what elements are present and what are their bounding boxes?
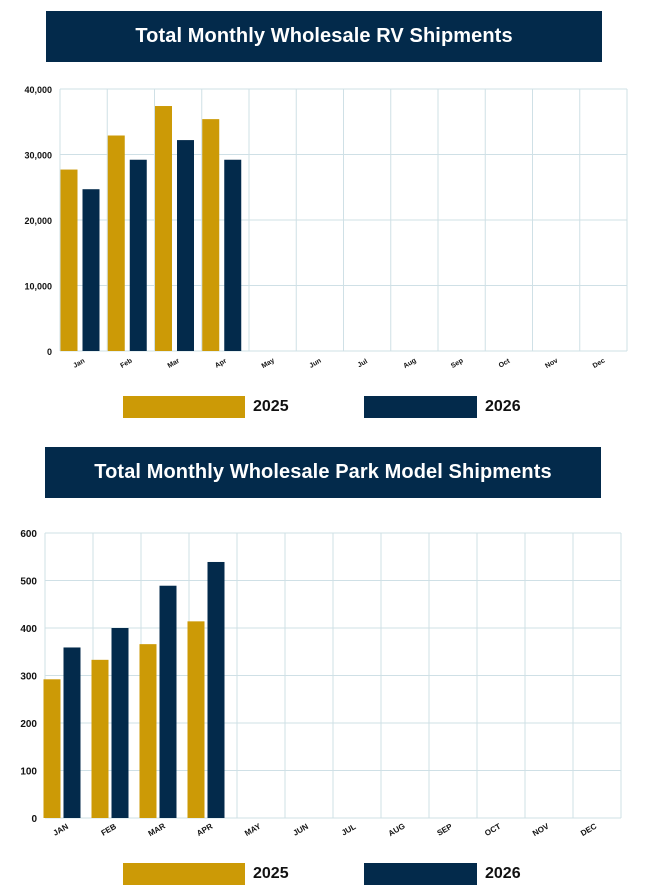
bar-2026-apr (224, 159, 242, 351)
bar-2025-apr (202, 119, 220, 351)
legend-swatch-2025 (123, 863, 245, 885)
x-tick-label: FEB (100, 822, 119, 838)
bar-2026-apr (207, 561, 225, 818)
x-tick-label: Mar (167, 357, 182, 369)
bar-2026-feb (129, 159, 147, 351)
park-legend-2025: 2025 (123, 863, 289, 885)
x-tick-label: APR (195, 822, 214, 838)
rv-chart-title: Total Monthly Wholesale RV Shipments (46, 11, 602, 62)
x-tick-label: JAN (52, 822, 71, 838)
bar-2026-jan (82, 189, 100, 351)
y-tick-label: 200 (20, 719, 37, 730)
x-tick-label: Nov (544, 357, 559, 370)
bar-2026-mar (177, 140, 194, 351)
bar-2025-mar (139, 644, 157, 818)
bar-2025-feb (91, 659, 109, 818)
park-legend-2026: 2026 (364, 863, 521, 885)
legend-label-2025: 2025 (253, 865, 289, 882)
x-tick-label: Sep (450, 357, 465, 369)
bar-2026-mar (159, 585, 177, 818)
x-tick-label: Jun (308, 358, 322, 370)
bar-2025-jan (43, 679, 61, 818)
y-tick-label: 400 (20, 624, 37, 635)
bar-2025-feb (107, 135, 125, 351)
y-tick-label: 10,000 (24, 282, 52, 292)
legend-swatch-2026 (364, 863, 477, 885)
y-tick-label: 20,000 (24, 216, 52, 226)
x-tick-label: Jan (72, 358, 86, 370)
y-tick-label: 0 (31, 814, 37, 825)
x-tick-label: Dec (592, 357, 607, 370)
bar-2026-feb (111, 628, 129, 818)
y-tick-label: 100 (20, 767, 37, 778)
park-model-chart-title: Total Monthly Wholesale Park Model Shipm… (45, 447, 601, 498)
bar-2026-jan (63, 647, 81, 818)
y-tick-label: 500 (20, 577, 37, 588)
x-tick-label: DEC (579, 822, 598, 838)
x-tick-label: NOV (531, 821, 551, 838)
x-tick-label: AUG (387, 821, 407, 838)
x-tick-label: May (261, 357, 276, 370)
legend-swatch-2026 (364, 396, 477, 418)
x-tick-label: Apr (214, 358, 228, 370)
rv-legend-2026: 2026 (364, 396, 521, 418)
y-tick-label: 30,000 (24, 151, 52, 161)
legend-swatch-2025 (123, 396, 245, 418)
y-tick-label: 0 (47, 347, 52, 357)
x-tick-label: JUN (292, 822, 311, 838)
park-model-shipments-chart: 0 100 200 300 400 500 600 JAN FEB MAR APR MAY JUN JUL… (20, 529, 622, 838)
bar-2025-mar (155, 106, 172, 351)
rv-shipments-chart: 0 10,000 20,000 30,000 40,000 Jan Feb Mar Apr May… (24, 85, 628, 370)
x-tick-label: OCT (483, 822, 502, 838)
legend-label-2026: 2026 (485, 398, 521, 415)
legend-label-2025: 2025 (253, 398, 289, 415)
x-tick-label: Oct (498, 357, 512, 369)
x-tick-label: MAR (147, 821, 167, 838)
bar-2025-jan (60, 169, 78, 351)
legend-label-2026: 2026 (485, 865, 521, 882)
x-tick-label: MAY (243, 821, 263, 838)
y-tick-label: 40,000 (24, 85, 52, 95)
x-tick-label: Aug (402, 357, 417, 370)
y-tick-label: 300 (20, 672, 37, 683)
bar-2025-apr (187, 621, 205, 818)
rv-legend-2025: 2025 (123, 396, 289, 418)
x-tick-label: Jul (357, 358, 369, 369)
x-tick-label: SEP (436, 822, 455, 838)
y-tick-label: 600 (20, 529, 37, 540)
x-tick-label: Feb (119, 358, 133, 370)
x-tick-label: JUL (340, 822, 358, 837)
